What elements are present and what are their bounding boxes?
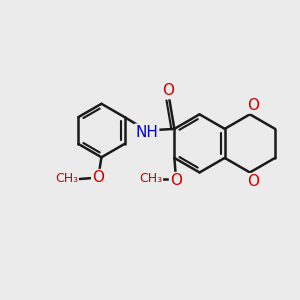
Text: O: O <box>162 83 174 98</box>
Text: CH₃: CH₃ <box>55 172 78 185</box>
Text: O: O <box>170 173 182 188</box>
Text: O: O <box>247 98 259 112</box>
Text: CH₃: CH₃ <box>139 172 162 185</box>
Text: O: O <box>92 170 104 185</box>
Text: NH: NH <box>135 125 158 140</box>
Text: O: O <box>247 174 259 189</box>
